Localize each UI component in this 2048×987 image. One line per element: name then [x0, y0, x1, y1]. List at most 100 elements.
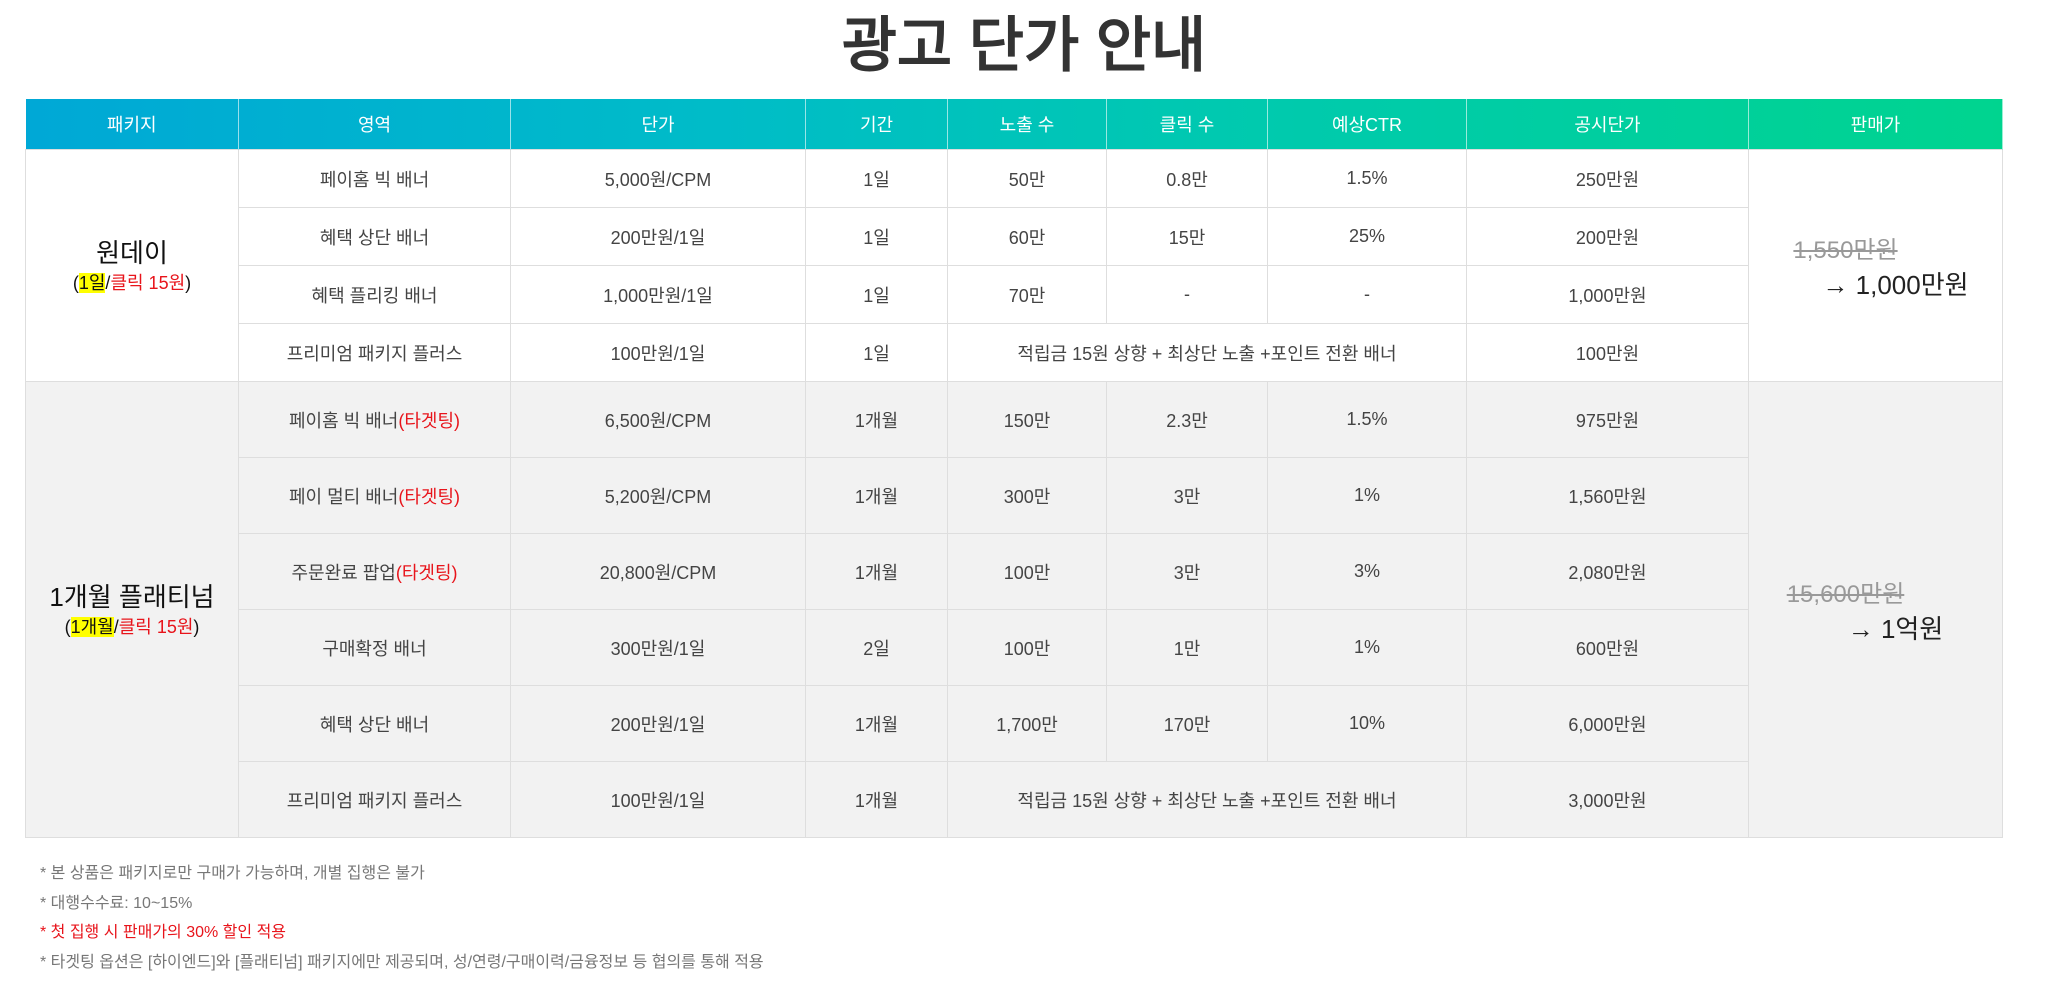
column-header: 클릭 수	[1106, 99, 1268, 150]
area-name: 주문완료 팝업	[291, 562, 396, 583]
area-cell: 주문완료 팝업(타겟팅)	[238, 533, 511, 610]
period-cell: 1일	[805, 149, 948, 208]
benefit-description-cell: 적립금 15원 상향 + 최상단 노출 +포인트 전환 배너	[947, 761, 1467, 838]
unit-price-cell: 5,000원/CPM	[510, 149, 806, 208]
unit-price-cell: 200만원/1일	[510, 685, 806, 762]
benefit-description-cell: 적립금 15원 상향 + 최상단 노출 +포인트 전환 배너	[947, 323, 1467, 382]
impressions-cell: 150만	[947, 381, 1107, 458]
clicks-cell: 15만	[1106, 207, 1268, 266]
area-cell: 혜택 상단 배너	[238, 207, 511, 266]
unit-price-cell: 6,500원/CPM	[510, 381, 806, 458]
package-name: 1개월 플래티넘	[49, 581, 215, 612]
list-price-cell: 200만원	[1466, 207, 1749, 266]
column-header: 단가	[510, 99, 806, 150]
note-discount: * 첫 집행 시 판매가의 30% 할인 적용	[40, 924, 287, 941]
ctr-cell: 25%	[1267, 207, 1467, 266]
table-row: 프리미엄 패키지 플러스 100만원/1일 1개월 적립금 15원 상향 + 최상단 …	[26, 761, 2003, 838]
table-row: 혜택 플리킹 배너 1,000만원/1일 1일 70만 - -1,000만원	[26, 265, 2003, 324]
table-row: 원데이 (1일/클릭 15원) 페이홈 빅 배너 5,000원/CPM 1일 50만 0.8…	[25, 149, 2003, 382]
list-price-cell: 100만원	[1466, 323, 1749, 382]
impressions-cell: 100만	[947, 609, 1107, 686]
package-terms: (1일/클릭 15원)	[72, 272, 192, 293]
package-name: 원데이	[96, 237, 168, 268]
original-price: 1,550만원	[1793, 236, 1898, 264]
table-row: 혜택 상단 배너 200만원/1일 1개월 1,700만 170만 10% 6,000만원	[26, 685, 2003, 762]
targeting-label: (타겟팅)	[395, 562, 458, 583]
sale-price-cell: 15,600만원 → 1억원	[1748, 381, 2003, 838]
period-cell: 1개월	[805, 685, 948, 762]
column-header: 판매가	[1748, 99, 2003, 150]
ctr-cell: 10%	[1267, 685, 1467, 762]
package-terms: (1개월/클릭 15원)	[64, 616, 200, 637]
table-row: 혜택 상단 배너 200만원/1일 1일 60만 15만 25% 200만원	[26, 207, 2003, 266]
sale-price-cell: 1,550만원 → 1,000만원	[1748, 149, 2003, 382]
package-click-price: 클릭 15원	[110, 272, 186, 293]
area-cell: 프리미엄 패키지 플러스	[238, 323, 511, 382]
column-header: 예상CTR	[1267, 99, 1467, 150]
area-cell: 혜택 상단 배너	[238, 685, 511, 762]
area-cell: 페이홈 빅 배너	[238, 149, 511, 208]
period-cell: 1일	[805, 207, 948, 266]
unit-price-cell: 20,800원/CPM	[510, 533, 806, 610]
table-row: 프리미엄 패키지 플러스 100만원/1일 1일 적립금 15원 상향 + 최상단 노…	[26, 323, 2003, 382]
ctr-cell: 1%	[1267, 609, 1467, 686]
list-price-cell: 6,000만원	[1466, 685, 1749, 762]
area-cell: 페이 멀티 배너(타겟팅)	[238, 457, 511, 534]
unit-price-cell: 100만원/1일	[510, 323, 806, 382]
pricing-table: 패키지 영역 단가 기간 노출 수 클릭 수 예상CTR 공시단가 판매가 원데이 (1일/클릭 …	[25, 99, 2003, 838]
package-click-price: 클릭 15원	[118, 616, 194, 637]
list-price-cell: 1,000만원	[1466, 265, 1749, 324]
package-cell: 1개월 플래티넘 (1개월/클릭 15원)	[25, 381, 239, 838]
period-cell: 1일	[805, 265, 948, 324]
list-price-cell: 600만원	[1466, 609, 1749, 686]
list-price-cell: 3,000만원	[1466, 761, 1749, 838]
clicks-cell: 0.8만	[1106, 149, 1268, 208]
list-price-cell: 1,560만원	[1466, 457, 1749, 534]
original-price: 15,600만원	[1786, 580, 1905, 608]
ctr-cell: 1%	[1267, 457, 1467, 534]
clicks-cell: 170만	[1106, 685, 1268, 762]
period-cell: 1개월	[805, 761, 948, 838]
impressions-cell: 300만	[947, 457, 1107, 534]
area-name: 페이홈 빅 배너	[319, 169, 430, 190]
list-price-cell: 250만원	[1466, 149, 1749, 208]
area-name: 구매확정 배너	[322, 638, 427, 659]
area-name: 혜택 상단 배너	[319, 227, 430, 248]
package-period: 1개월	[70, 616, 114, 637]
area-name: 혜택 플리킹 배너	[311, 285, 438, 306]
impressions-cell: 70만	[947, 265, 1107, 324]
area-name: 혜택 상단 배너	[319, 714, 430, 735]
period-cell: 2일	[805, 609, 948, 686]
targeting-label: (타겟팅)	[398, 410, 461, 431]
period-cell: 1개월	[805, 457, 948, 534]
unit-price-cell: 5,200원/CPM	[510, 457, 806, 534]
table-row: 주문완료 팝업(타겟팅) 20,800원/CPM 1개월 100만 3만 3% 2,080만…	[26, 533, 2003, 610]
unit-price-cell: 100만원/1일	[510, 761, 806, 838]
table-row: 구매확정 배너 300만원/1일 2일 100만 1만 1% 600만원	[26, 609, 2003, 686]
area-name: 페이 멀티 배너	[288, 486, 399, 507]
area-cell: 프리미엄 패키지 플러스	[238, 761, 511, 838]
impressions-cell: 50만	[947, 149, 1107, 208]
note: * 대행수수료: 10~15%	[40, 894, 193, 912]
clicks-cell: 1만	[1106, 609, 1268, 686]
ctr-cell: 3%	[1267, 533, 1467, 610]
area-cell: 구매확정 배너	[238, 609, 511, 686]
table-header: 패키지 영역 단가 기간 노출 수 클릭 수 예상CTR 공시단가 판매가	[25, 99, 2003, 150]
clicks-cell: 3만	[1106, 533, 1268, 610]
period-cell: 1개월	[805, 381, 948, 458]
column-header: 영역	[238, 99, 511, 150]
area-name: 프리미엄 패키지 플러스	[286, 343, 463, 364]
ctr-cell: 1.5%	[1267, 149, 1467, 208]
targeting-label: (타겟팅)	[398, 486, 461, 507]
notes: * 본 상품은 패키지로만 구매가 가능하며, 개별 집행은 불가 * 대행수수…	[40, 862, 764, 980]
table-row: 1개월 플래티넘 (1개월/클릭 15원) 페이홈 빅 배너(타겟팅) 6,500원/…	[25, 381, 2003, 838]
period-cell: 1개월	[805, 533, 948, 610]
unit-price-cell: 1,000만원/1일	[510, 265, 806, 324]
unit-price-cell: 300만원/1일	[510, 609, 806, 686]
note: * 본 상품은 패키지로만 구매가 가능하며, 개별 집행은 불가	[40, 865, 425, 882]
column-header: 패키지	[25, 99, 239, 150]
clicks-cell: 3만	[1106, 457, 1268, 534]
impressions-cell: 100만	[947, 533, 1107, 610]
sale-price: → 1,000만원	[1822, 269, 1969, 300]
ctr-cell: -	[1267, 265, 1467, 324]
